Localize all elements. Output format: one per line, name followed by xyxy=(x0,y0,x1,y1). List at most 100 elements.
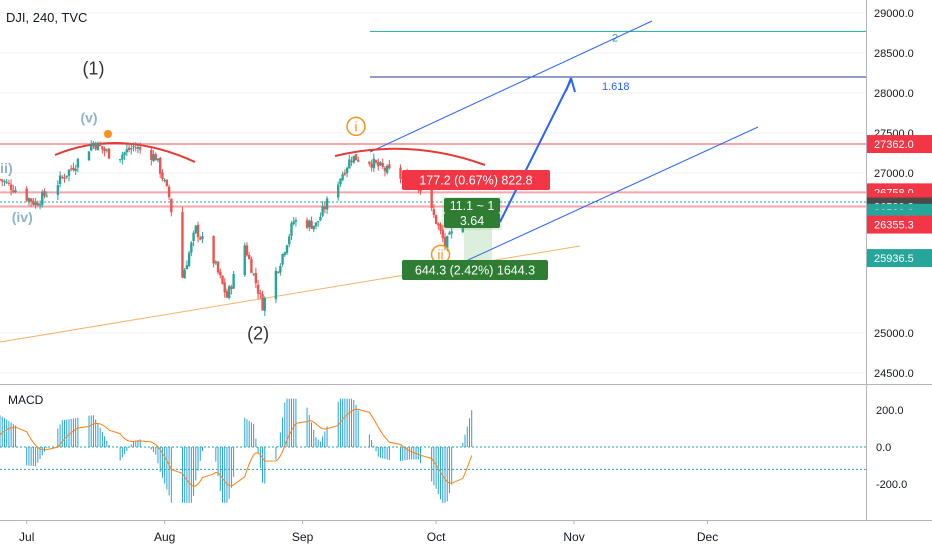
candle-body xyxy=(263,298,266,311)
candle-body xyxy=(276,271,280,273)
time-tick-label: Jul xyxy=(19,530,34,544)
candle-body xyxy=(72,167,75,170)
time-tick-label: Sep xyxy=(292,530,314,544)
candle-body xyxy=(7,182,11,184)
price-tag-label: 26355.3 xyxy=(874,220,914,232)
candle-body xyxy=(41,192,44,205)
wave-label: (iv) xyxy=(12,209,33,225)
candle-body xyxy=(221,275,224,284)
candle-body xyxy=(101,146,104,150)
arrow-head xyxy=(565,77,576,93)
candle-body xyxy=(443,236,447,247)
candle-body xyxy=(185,265,189,270)
candle-body xyxy=(5,181,8,183)
candle-body xyxy=(419,189,422,192)
candle-body xyxy=(92,142,95,147)
price-tick-label: 29000.0 xyxy=(874,8,914,20)
candle-body xyxy=(67,169,71,176)
candle-body xyxy=(65,175,68,178)
candle-body xyxy=(348,159,351,169)
candle-body xyxy=(339,178,342,185)
price-tag xyxy=(867,215,932,234)
candle-body xyxy=(250,259,253,274)
wave-label: (2) xyxy=(247,323,269,343)
candle-body xyxy=(0,179,2,181)
candle-body xyxy=(352,155,355,163)
candle-body xyxy=(316,221,320,223)
candle-body xyxy=(434,215,438,224)
wave-label: (1) xyxy=(82,59,104,79)
candle-body xyxy=(165,179,169,186)
measure-label-text: 3.64 xyxy=(460,214,484,228)
candle-body xyxy=(1,179,4,182)
candle-body xyxy=(385,165,389,173)
candle-body xyxy=(201,236,204,240)
candle-body xyxy=(285,245,289,253)
price-tick-label: 25000.0 xyxy=(874,328,914,340)
candle-body xyxy=(90,144,93,151)
candle-body xyxy=(341,174,344,181)
time-tick-label: Nov xyxy=(563,530,584,544)
candle-body xyxy=(32,200,35,205)
candle-body xyxy=(3,181,6,183)
candle-body xyxy=(252,273,255,275)
candle-body xyxy=(325,198,329,210)
macd-tick-label: 0.0 xyxy=(876,442,891,454)
candle-body xyxy=(123,152,126,156)
candle-body xyxy=(56,185,60,195)
candle-body xyxy=(118,159,122,161)
wave-label: (v) xyxy=(80,110,97,126)
candle-body xyxy=(136,146,140,149)
candle-body xyxy=(437,223,440,226)
price-tick-label: 24500.0 xyxy=(874,368,914,380)
price-tag-label: 25936.5 xyxy=(874,253,914,265)
candle-body xyxy=(87,151,91,161)
candle-body xyxy=(134,147,137,149)
candle-body xyxy=(308,220,311,228)
measure-label-text: 11.1 ~ 1 xyxy=(450,199,495,213)
candle-body xyxy=(27,198,31,202)
measure-label-text: 177.2 (0.67%) 822.8 xyxy=(419,174,532,188)
candle-body xyxy=(292,221,295,225)
candle-body xyxy=(96,142,100,151)
candle-body xyxy=(159,158,162,174)
wave-label: iii) xyxy=(0,160,13,176)
candle-body xyxy=(232,273,235,289)
candle-body xyxy=(290,223,293,236)
candle-body xyxy=(9,184,13,191)
measure-label-box xyxy=(402,170,550,190)
candle-body xyxy=(150,150,153,160)
candle-body xyxy=(192,232,195,241)
candle-body xyxy=(450,231,453,234)
candle-body xyxy=(227,286,231,299)
wave-label: ii xyxy=(437,246,443,262)
candle-body xyxy=(63,177,66,179)
candle-body xyxy=(448,232,451,235)
candle-body xyxy=(345,167,349,174)
candle-body xyxy=(105,149,108,151)
measure-label-box xyxy=(444,198,500,213)
candle-body xyxy=(321,206,324,216)
macd-tick-label: -200.0 xyxy=(876,479,907,491)
time-tick-label: Oct xyxy=(427,530,446,544)
candle-body xyxy=(36,203,40,206)
wave-label: i xyxy=(354,118,357,134)
candle-body xyxy=(357,160,360,162)
candle-body xyxy=(223,282,226,293)
candle-body xyxy=(194,225,197,233)
candle-body xyxy=(319,216,322,221)
top-arc-right xyxy=(334,147,486,166)
candle-body xyxy=(261,294,264,311)
candle-body xyxy=(305,220,309,228)
candle-body xyxy=(310,220,313,229)
wave-circle xyxy=(346,116,366,137)
candle-body xyxy=(377,161,380,167)
candle-body xyxy=(156,158,160,161)
macd-tick-label: 200.0 xyxy=(876,405,904,417)
candle-body xyxy=(294,220,298,222)
measure-label-box xyxy=(444,213,500,228)
candle-body xyxy=(368,161,371,164)
candle-body xyxy=(127,147,131,151)
projection-arrow xyxy=(499,79,572,223)
